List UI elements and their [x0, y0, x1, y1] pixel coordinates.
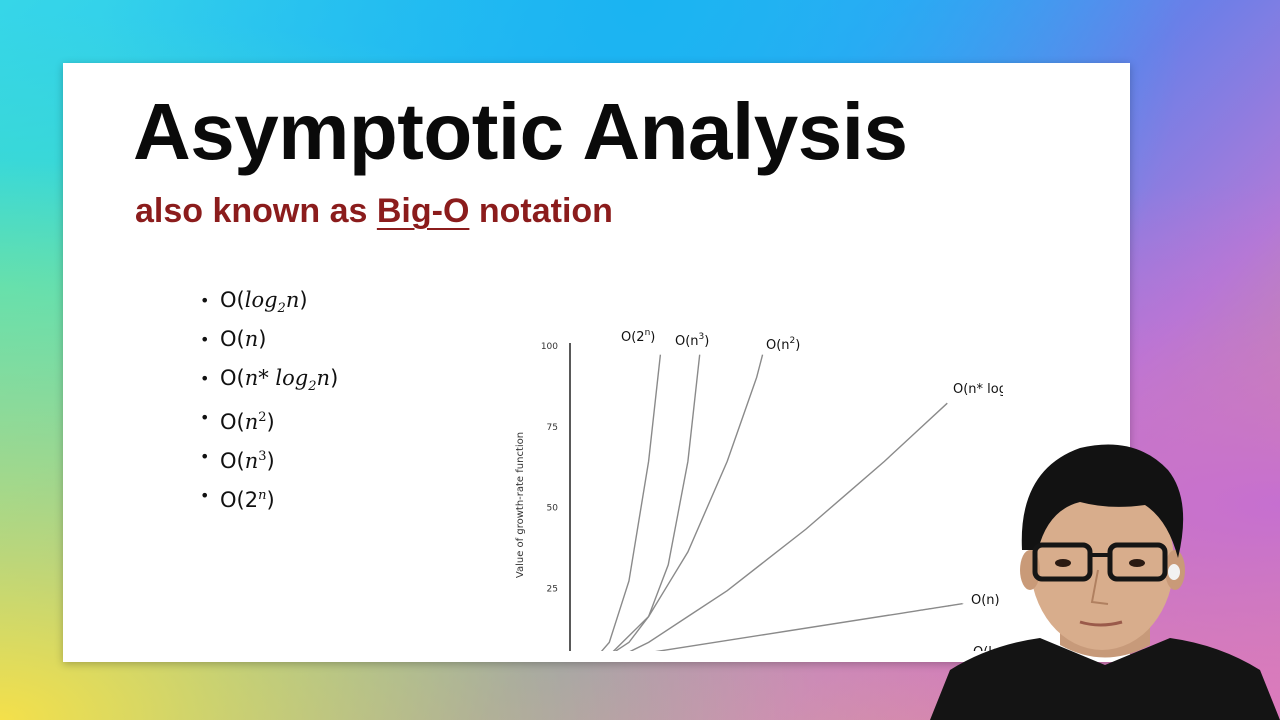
series-line: [612, 354, 764, 651]
list-item: • O(log2n): [200, 288, 308, 317]
list-item: • O(n): [200, 327, 267, 351]
subtitle-suffix: notation: [469, 192, 613, 230]
series-line: [600, 354, 662, 651]
series-label: O(n2): [766, 336, 800, 353]
y-axis-label: Value of growth-rate function: [515, 432, 526, 578]
y-tick-label: 100: [541, 342, 558, 352]
y-tick-label: 50: [547, 504, 559, 514]
y-tick-label: 25: [547, 584, 558, 594]
big-o-link[interactable]: Big-O: [376, 192, 470, 230]
series-label: O(n* log2n): [953, 382, 1003, 400]
series-line: [614, 354, 701, 651]
list-item: • O(n2): [200, 408, 275, 434]
series-line: [655, 602, 964, 651]
subtitle-prefix: also known as: [135, 192, 377, 230]
y-tick-label: 75: [547, 423, 558, 433]
slide: Asymptotic Analysis also known as Big-O …: [63, 63, 1130, 662]
series-label: O(2n): [621, 328, 655, 345]
list-item: • O(n* log2n): [200, 366, 339, 395]
growth-rate-chart: 12550751005101520nValue of growth-rate f…: [515, 328, 1003, 651]
complexity-list: • O(log2n) • O(n) • O(n* log2n) • O(n2) • O(n…: [200, 281, 338, 515]
presenter-image: [930, 444, 1280, 720]
series-label: O(n3): [675, 332, 709, 349]
page-title: Asymptotic Analysis: [133, 87, 908, 176]
presenter-webcam: [930, 430, 1280, 720]
list-item: • O(2n): [200, 486, 275, 512]
list-item: • O(n3): [200, 447, 275, 473]
subtitle: also known as Big-O notation: [135, 189, 613, 233]
series-label: O(n): [971, 593, 1000, 608]
series-label: O(log2n): [973, 645, 1003, 651]
series-line: [629, 402, 948, 651]
